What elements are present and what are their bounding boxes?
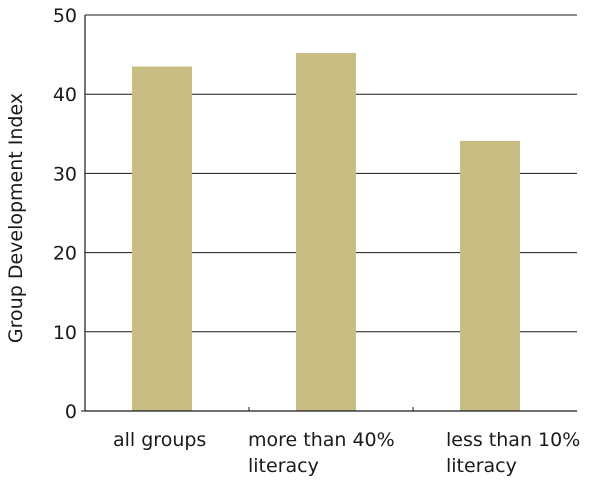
bar-1 [296,53,356,412]
y-tick-label: 40 [53,84,77,106]
category-label-0: all groups [113,429,206,451]
category-label-2: less than 10% literacy [446,429,580,477]
y-tick-label: 30 [53,163,77,185]
y-tick-label: 20 [53,243,77,265]
y-tick-labels: 0 10 20 30 40 50 [53,5,77,423]
y-tick-label: 10 [53,322,77,344]
bars [132,53,520,412]
y-tick-label: 0 [65,401,77,423]
category-label-1: more than 40% literacy [248,429,395,477]
axes [81,15,577,412]
bar-2 [460,140,520,412]
bar-0 [132,66,192,411]
category-labels: all groups more than 40% literacy less than… [113,429,580,477]
y-axis-title: Group Development Index [5,93,27,343]
y-tick-label: 50 [53,5,77,27]
